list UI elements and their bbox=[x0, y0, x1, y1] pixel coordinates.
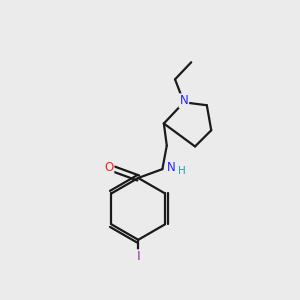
Text: O: O bbox=[104, 161, 113, 174]
Text: H: H bbox=[178, 166, 185, 176]
Text: N: N bbox=[179, 94, 188, 107]
Text: I: I bbox=[136, 250, 140, 263]
Text: N: N bbox=[167, 161, 176, 174]
